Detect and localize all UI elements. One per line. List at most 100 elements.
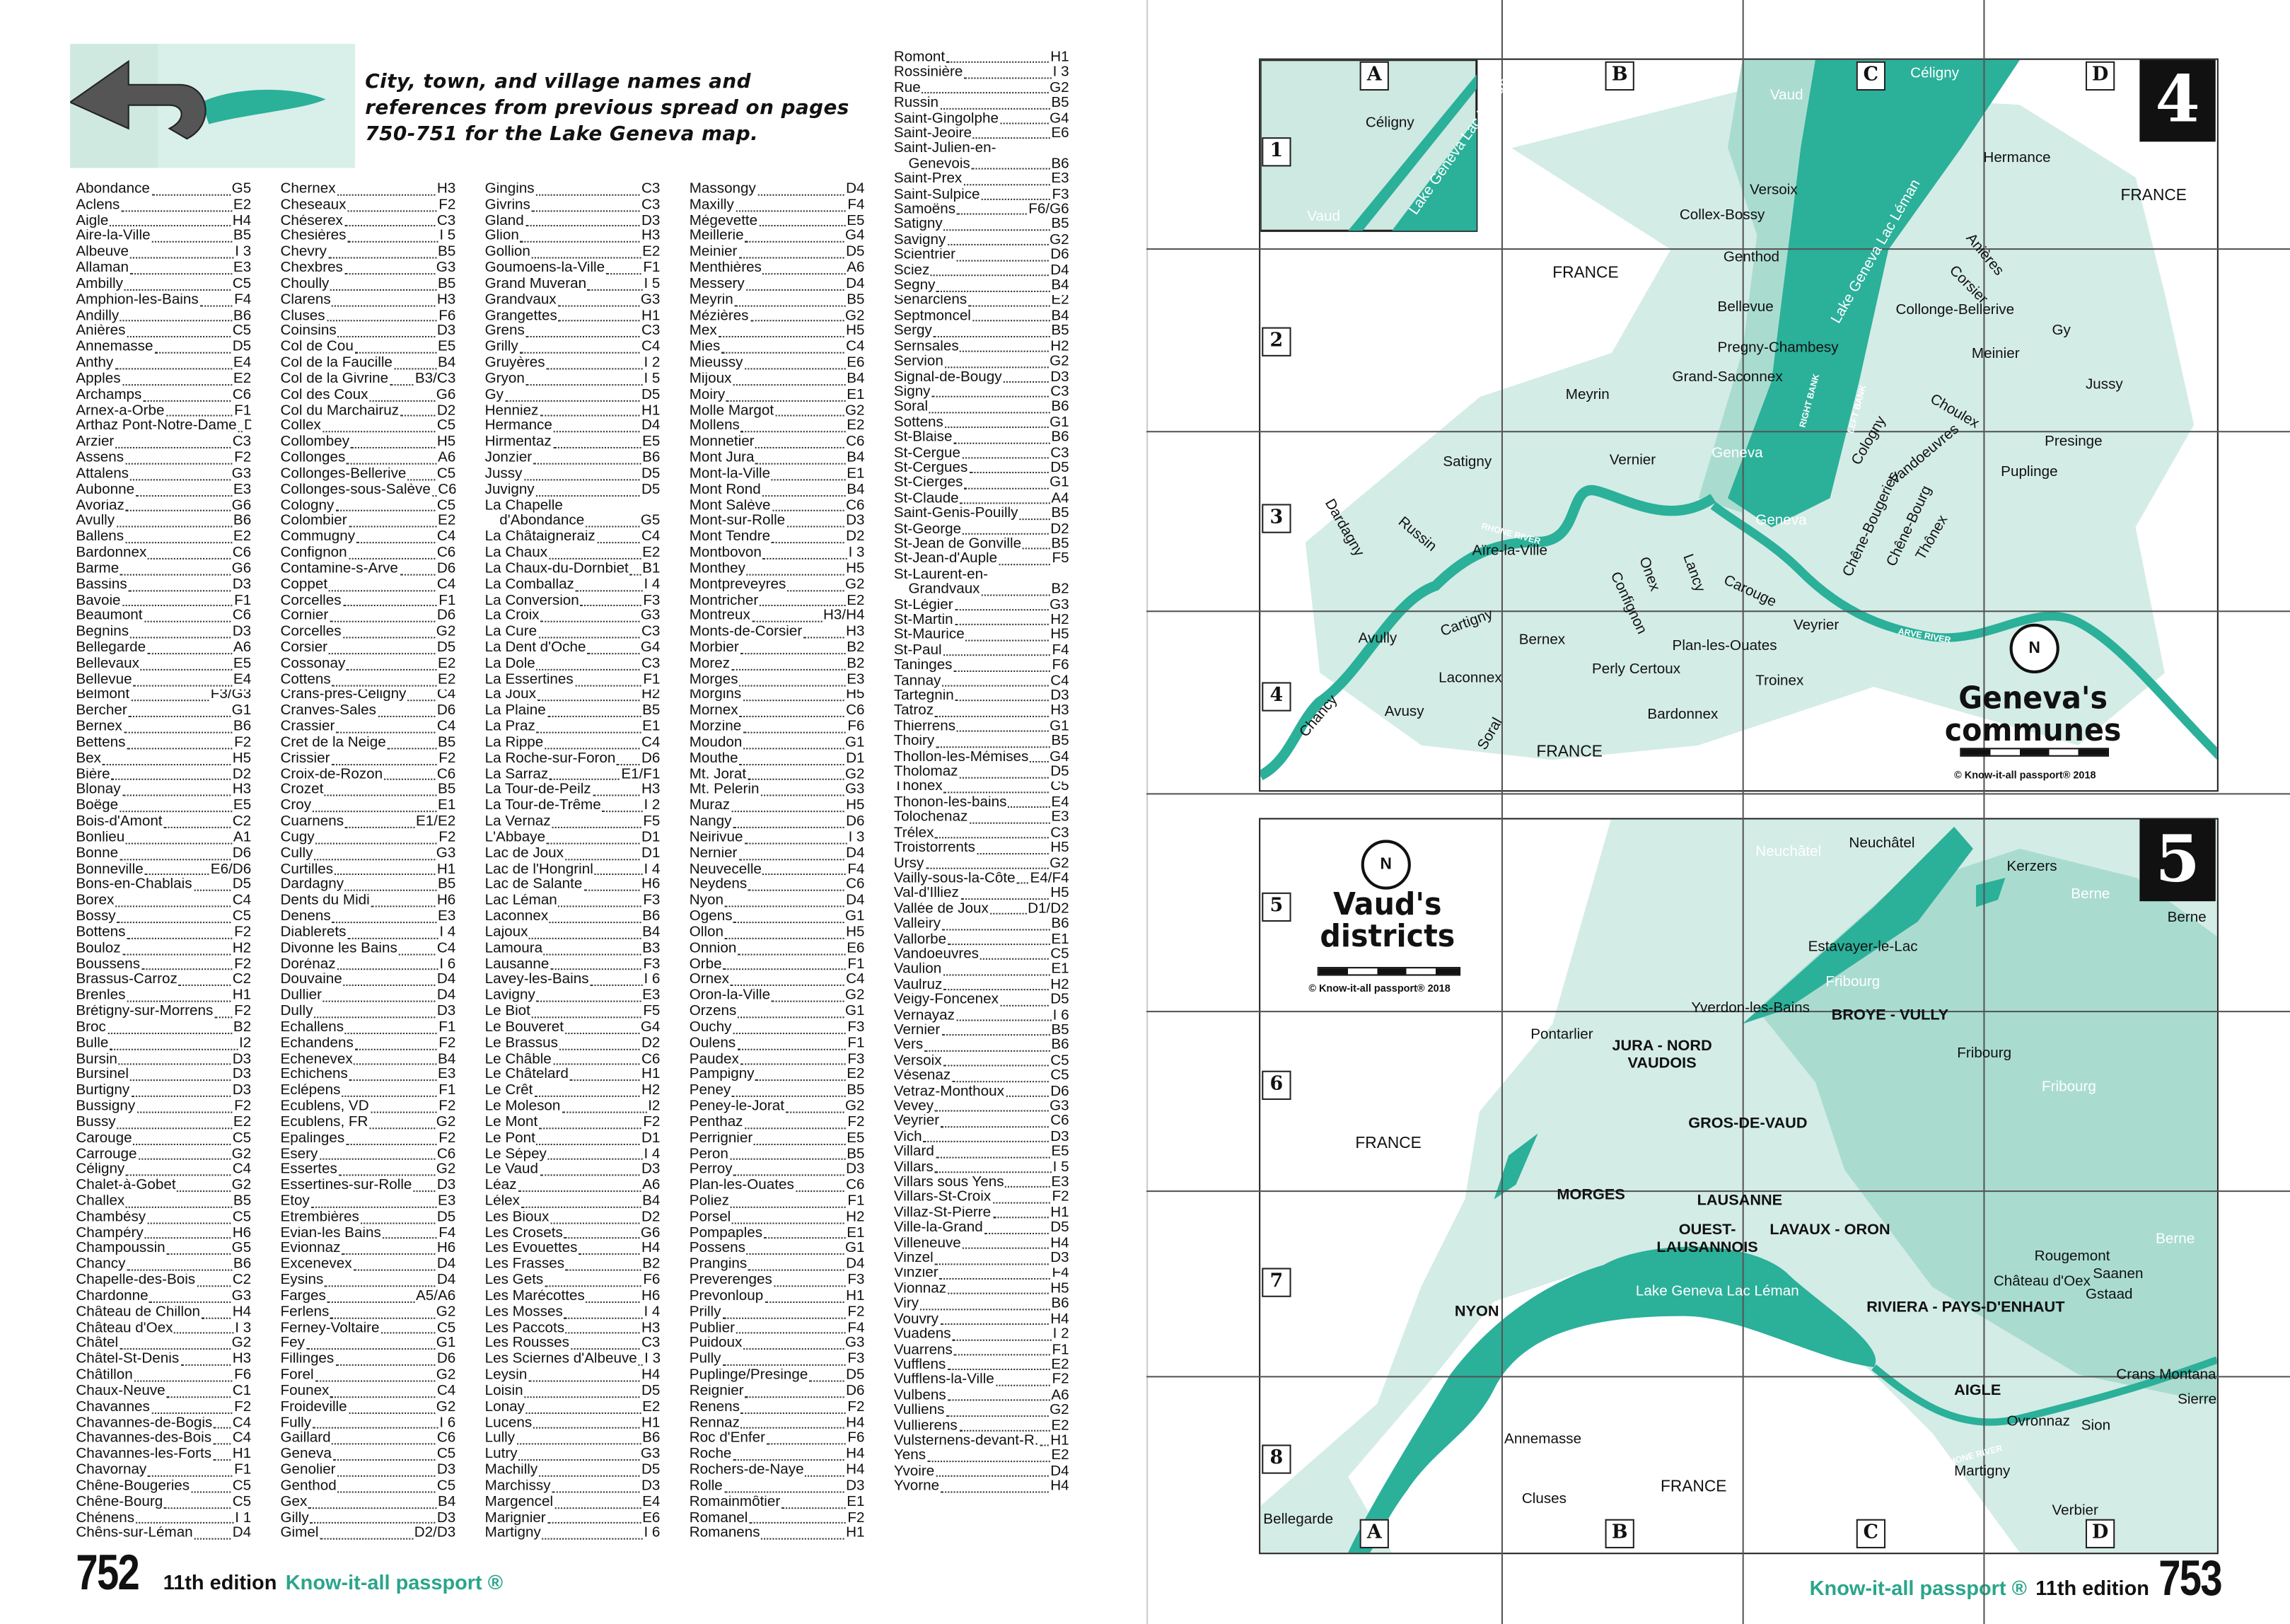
index-entry: Villars-St-Croix F2: [894, 1191, 1069, 1206]
index-entry: Aigle H4: [76, 214, 251, 230]
dot-leader: [755, 447, 845, 449]
dot-leader: [351, 447, 436, 449]
grid-reference: H3: [846, 625, 865, 640]
grid-reference: G6: [640, 1226, 661, 1241]
index-entry: Le Sépey I 4: [485, 1147, 661, 1163]
dot-leader: [923, 1141, 1050, 1143]
dot-leader: [122, 795, 231, 797]
place-name: Collex: [280, 419, 321, 435]
place-name: Lutry: [484, 1448, 518, 1463]
index-entry: Bussigny F2: [76, 1100, 251, 1115]
grid-reference: D5: [641, 467, 661, 482]
dot-leader: [946, 1415, 1049, 1417]
dot-leader: [933, 335, 1050, 337]
grid-reference: H1: [641, 309, 661, 324]
grid-reference: B6: [233, 720, 252, 736]
grid-reference: D3: [846, 1163, 865, 1178]
place-name: Juvigny: [484, 482, 535, 498]
dot-leader: [356, 542, 436, 544]
index-entry: Vinzier F4: [894, 1267, 1069, 1282]
place-name: Vuarrens: [893, 1342, 953, 1358]
place-name: Evionnaz: [280, 1242, 341, 1257]
index-entry: Orbe F1: [690, 958, 865, 973]
dot-leader: [115, 368, 232, 370]
index-entry: Mégevette E5: [690, 214, 865, 230]
dot-leader: [141, 969, 233, 971]
index-entry: Ollon H5: [690, 926, 865, 941]
grid-reference: C3: [1050, 385, 1069, 400]
dot-leader: [332, 684, 436, 686]
grid-reference: A6: [438, 451, 456, 466]
index-entry: Cottens E2: [280, 673, 455, 688]
grid-reference: B3: [642, 941, 661, 957]
dot-leader: [329, 589, 436, 591]
place-name: Excenevex: [280, 1258, 352, 1273]
dot-leader: [174, 1333, 234, 1335]
dot-leader: [743, 700, 845, 702]
dot-leader: [552, 826, 642, 828]
index-entry: Lac de l'Hongrinl I 4: [485, 863, 661, 878]
place-name: Léaz: [484, 1178, 517, 1194]
map-label: NYON: [1454, 1303, 1499, 1321]
grid-row-label: 1: [1262, 137, 1291, 167]
index-entry: Vionnaz H5: [894, 1282, 1069, 1297]
grid-reference: E5: [847, 1131, 865, 1147]
index-entry: Bercher G1: [76, 704, 251, 720]
grid-reference: B6: [1051, 1039, 1069, 1054]
dot-leader: [127, 747, 233, 750]
place-name: Corsier: [280, 641, 328, 656]
index-entry: Le Bouveret G4: [485, 1021, 661, 1036]
index-entry: Mouthe D1: [690, 752, 865, 767]
dot-leader: [539, 1127, 642, 1129]
grid-reference: B5: [233, 230, 252, 245]
grid-reference: H1: [641, 1068, 661, 1083]
index-entry: Lavigny E3: [485, 990, 661, 1005]
dot-leader: [725, 905, 845, 907]
dot-leader: [943, 1065, 1050, 1067]
place-name: St-Claude: [893, 492, 959, 507]
scale-bar: [1960, 748, 2110, 757]
index-entry: Possens G1: [690, 1242, 865, 1258]
grid-reference: F1: [234, 404, 252, 419]
index-entry: Moudon G1: [690, 736, 865, 752]
dot-leader: [342, 1095, 438, 1097]
grid-reference: G2: [1050, 857, 1069, 871]
grid-reference: C5: [232, 910, 252, 925]
dot-leader: [760, 795, 844, 797]
index-entry: Morbier B2: [690, 642, 865, 657]
index-entry: La Châtaigneraiz C4: [485, 530, 661, 546]
index-entry: Sottens G1: [894, 416, 1069, 431]
dot-leader: [744, 1127, 847, 1129]
index-entry: Arnex-a-Orbe F1: [76, 404, 251, 419]
page-752: City, town, and village names and refere…: [70, 43, 1069, 1601]
index-entry: Vevey G3: [894, 1100, 1069, 1115]
map-label: MORGES: [1557, 1185, 1625, 1204]
map-label: Avully: [1358, 631, 1397, 647]
dot-leader: [370, 1111, 438, 1113]
dot-leader: [942, 685, 1050, 687]
index-entry: Tolochenaz E3: [894, 811, 1069, 826]
place-name: Prilly: [689, 1305, 721, 1321]
place-name: Monts-de-Corsier: [689, 625, 803, 640]
index-entry: Fillinges D6: [280, 1353, 455, 1369]
grid-reference: A4: [1051, 492, 1069, 507]
dot-leader: [931, 274, 1050, 277]
grid-reference: E3: [438, 910, 456, 925]
dot-leader: [606, 273, 642, 275]
index-entry: Dully D3: [280, 1005, 455, 1021]
place-name: St-Maurice: [893, 628, 965, 644]
place-name: St-Paul: [893, 644, 942, 659]
grid-reference: D3: [232, 578, 252, 593]
dot-leader: [306, 1348, 435, 1350]
map-label: Gy: [2052, 323, 2071, 340]
grid-column-label: B: [1605, 61, 1634, 91]
grid-line: [1146, 793, 2290, 795]
grid-reference: D5: [1050, 1222, 1069, 1236]
grid-reference: C4: [436, 941, 456, 957]
index-entry: Poliez F1: [690, 1195, 865, 1210]
dot-leader: [738, 1016, 844, 1019]
grid-reference: A6: [642, 1178, 661, 1194]
index-entry: Romanel F2: [690, 1511, 865, 1526]
place-name: La Sarraz: [484, 767, 549, 783]
index-entry: Meyrin B5: [690, 294, 865, 309]
